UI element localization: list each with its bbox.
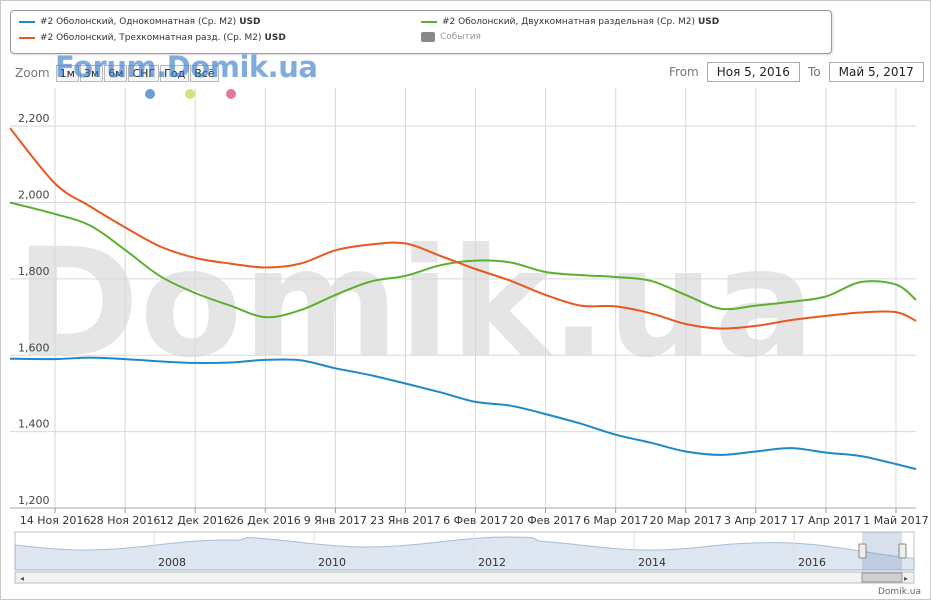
x-tick-label: 26 Дек 2016 [230, 514, 301, 527]
forum-watermark: Forum.Domik.ua [55, 50, 318, 84]
series-line-2 [9, 127, 917, 330]
x-tick-label: 3 Апр 2017 [724, 514, 788, 527]
legend-label: События [440, 32, 481, 42]
legend-item-three-room[interactable]: #2 Оболонский, Трехкомнатная разд. (Ср. … [19, 33, 286, 43]
chart-grid [10, 88, 916, 509]
y-tick-label: 1,800 [18, 265, 50, 278]
navigator-year-label: 2014 [638, 556, 666, 569]
x-tick-label: 20 Фев 2017 [510, 514, 582, 527]
from-date-input[interactable]: Ноя 5, 2016 [706, 62, 800, 82]
x-tick-label: 12 Дек 2016 [160, 514, 231, 527]
domik-watermark: Domik.ua [15, 217, 815, 391]
navigator-handle[interactable] [898, 543, 907, 559]
x-tick-label: 6 Мар 2017 [583, 514, 648, 527]
y-axis: 1,200 1,400 1,600 1,800 2,000 2,200 [18, 112, 50, 507]
zoom-3m-button[interactable]: 3м [79, 64, 104, 82]
event-marker[interactable] [185, 89, 195, 99]
zoom-1m-button[interactable]: 1м [55, 64, 79, 82]
zoom-all-button[interactable]: Всё [190, 64, 219, 82]
navigator-year-label: 2008 [158, 556, 186, 569]
zoom-1y-button[interactable]: Год [160, 64, 190, 82]
to-date-input[interactable]: Май 5, 2017 [828, 62, 924, 82]
series-line-0 [9, 356, 917, 471]
navigator-scrollbar[interactable] [14, 571, 915, 584]
legend-label: #2 Оболонский, Однокомнатная (Ср. М2) [40, 17, 237, 27]
navigator[interactable]: 2008 2010 2012 2014 2016 ◂ ▸ [14, 531, 915, 584]
x-tick-label: 6 Фев 2017 [443, 514, 508, 527]
zoom-controls: Zoom 1м 3м 6м СНГ Год Всё [15, 64, 220, 82]
y-tick-label: 1,600 [18, 341, 50, 354]
y-tick-label: 2,200 [18, 112, 50, 125]
scroll-left-arrow: ◂ [20, 574, 24, 583]
legend: #2 Оболонский, Однокомнатная (Ср. М2) US… [10, 10, 832, 54]
zoom-6m-button[interactable]: 6м [104, 64, 128, 82]
navigator-year-label: 2012 [478, 556, 506, 569]
x-tick-label: 9 Янв 2017 [304, 514, 367, 527]
navigator-handle[interactable] [858, 543, 867, 559]
legend-swatch [421, 21, 437, 23]
navigator-year-label: 2010 [318, 556, 346, 569]
watermark-layer: Domik.ua [15, 217, 815, 391]
x-tick-label: 17 Апр 2017 [791, 514, 862, 527]
zoom-label: Zoom [15, 66, 50, 80]
legend-swatch [19, 21, 35, 23]
x-tick-label: 28 Ноя 2016 [90, 514, 161, 527]
navigator-year-label: 2016 [798, 556, 826, 569]
from-label: From [669, 65, 699, 79]
navigator-area [14, 536, 915, 571]
legend-swatch [19, 37, 35, 39]
event-marker[interactable] [226, 89, 236, 99]
scroll-right-arrow: ▸ [904, 574, 908, 583]
y-tick-label: 1,200 [18, 494, 50, 507]
x-tick-label: 14 Ноя 2016 [20, 514, 91, 527]
legend-label: #2 Оболонский, Двухкомнатная раздельная … [442, 17, 695, 27]
series-line-1 [9, 201, 917, 319]
footer-credit[interactable]: Domik.ua [878, 587, 921, 597]
y-tick-label: 1,400 [18, 418, 50, 431]
legend-unit: USD [239, 17, 261, 27]
legend-item-events[interactable]: События [421, 32, 481, 42]
y-tick-label: 2,000 [18, 189, 50, 202]
event-marker[interactable] [145, 89, 155, 99]
x-tick-label: 20 Мар 2017 [650, 514, 722, 527]
legend-unit: USD [698, 17, 720, 27]
legend-unit: USD [264, 33, 286, 43]
legend-item-two-room[interactable]: #2 Оболонский, Двухкомнатная раздельная … [421, 17, 719, 27]
to-label: To [808, 65, 821, 79]
x-tick-label: 1 Май 2017 [863, 514, 928, 527]
x-axis: 14 Ноя 2016 28 Ноя 2016 12 Дек 2016 26 Дек … [10, 507, 929, 527]
legend-label: #2 Оболонский, Трехкомнатная разд. (Ср. … [40, 33, 262, 43]
scrollbar-thumb [861, 572, 903, 583]
navigator-selection [862, 532, 902, 570]
legend-swatch [421, 32, 435, 42]
range-to: To Май 5, 2017 [808, 62, 924, 82]
zoom-ytd-button[interactable]: СНГ [128, 64, 160, 82]
x-tick-label: 23 Янв 2017 [370, 514, 440, 527]
range-from: From Ноя 5, 2016 [669, 62, 800, 82]
chart-series [9, 127, 917, 471]
legend-item-one-room[interactable]: #2 Оболонский, Однокомнатная (Ср. М2) US… [19, 17, 260, 27]
